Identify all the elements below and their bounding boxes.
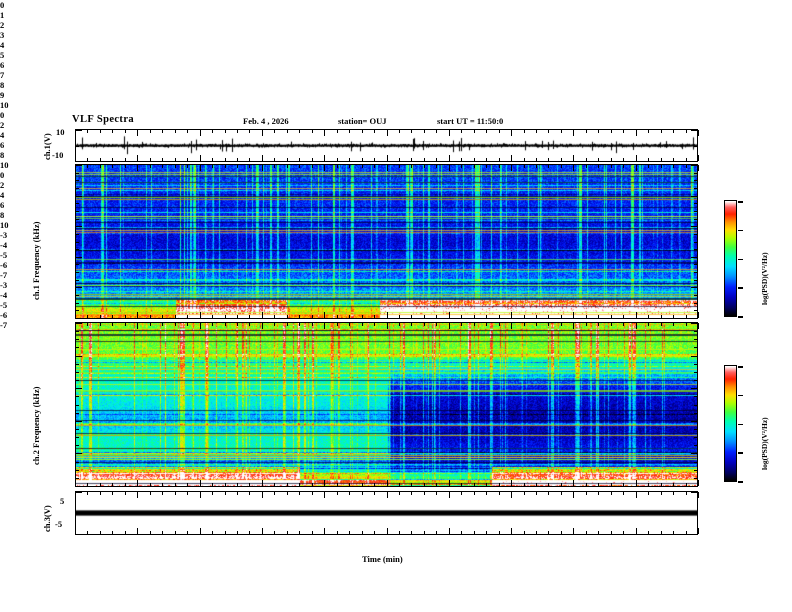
x-tick-label-0: 0 <box>0 0 5 10</box>
cb2-tick-0 <box>738 366 743 368</box>
ch1-waveform-trace <box>76 130 697 161</box>
header-date: Feb. 4 , 2026 <box>243 116 289 126</box>
ch2-spectrogram-image <box>76 323 697 486</box>
ch2-frequency-axis-label: ch.2 Frequency (kHz) <box>31 386 41 465</box>
x-tick-label-9: 9 <box>0 90 5 100</box>
ch1-voltage-axis-label: ch.1(V) <box>42 133 52 160</box>
cb2-tick-4 <box>738 481 743 483</box>
ch1-spectrogram-image <box>76 165 697 318</box>
x-tick-major-3-50 <box>698 492 699 498</box>
cb2-tick-1 <box>738 394 743 397</box>
x-tick-label-1: 1 <box>0 10 5 20</box>
ch1-frequency-axis-label: ch.1 Frequency (kHz) <box>31 221 41 300</box>
cb1-tick-0 <box>738 201 743 203</box>
colorbar-ch2-label: log(PSD)(V²/Hz) <box>760 417 769 470</box>
x-tick-minor-0-50 <box>698 155 699 161</box>
x-tick-major-2-50 <box>698 323 699 329</box>
colorbar-ch2-gradient <box>725 366 736 481</box>
x-tick-minor-2-50 <box>698 480 699 486</box>
cb2-tick-3 <box>738 452 743 454</box>
x-axis-label: Time (min) <box>362 554 403 564</box>
x-tick-major-0-50 <box>698 130 699 136</box>
ch1-tick-neg: -10 <box>52 150 64 160</box>
ch1-waveform-panel <box>75 129 698 162</box>
colorbar-ch2 <box>724 365 737 482</box>
ch3-tick-neg: -5 <box>55 519 63 529</box>
header-station: station= OUJ <box>338 116 387 126</box>
x-tick-minor-1-50 <box>698 312 699 318</box>
x-tick-minor-3-50 <box>698 528 699 534</box>
cb1-tick-4 <box>738 316 743 318</box>
x-tick-major-1-50 <box>698 165 699 171</box>
ch3-waveform-trace <box>76 492 697 534</box>
x-tick-label-10: 10 <box>0 100 9 110</box>
x-tick-label-4: 4 <box>0 40 5 50</box>
x-tick-label-8: 8 <box>0 80 5 90</box>
x-tick-label-6: 6 <box>0 60 5 70</box>
page-title: VLF Spectra <box>72 114 135 125</box>
cb1-tick-2 <box>738 258 743 261</box>
x-tick-label-2: 2 <box>0 20 5 30</box>
ch3-waveform-panel <box>75 491 698 535</box>
colorbar-ch1 <box>724 200 737 317</box>
ch1-spectrogram-panel <box>75 164 698 319</box>
x-tick-label-3: 3 <box>0 30 5 40</box>
ch1-tick-pos: 10 <box>56 127 65 137</box>
ch3-voltage-axis-label: ch.3(V) <box>42 505 52 532</box>
header-start-ut: start UT = 11:50:0 <box>437 116 504 126</box>
x-tick-label-7: 7 <box>0 70 5 80</box>
ch3-tick-pos: 5 <box>60 496 65 506</box>
cb1-tick-3 <box>738 287 743 289</box>
cb2-tick-2 <box>738 423 743 426</box>
cb1-tick-1 <box>738 229 743 232</box>
x-tick-label-5: 5 <box>0 50 5 60</box>
ch2-spectrogram-panel <box>75 322 698 487</box>
colorbar-ch1-gradient <box>725 201 736 316</box>
colorbar-ch1-label: log(PSD)(V²/Hz) <box>760 252 769 305</box>
